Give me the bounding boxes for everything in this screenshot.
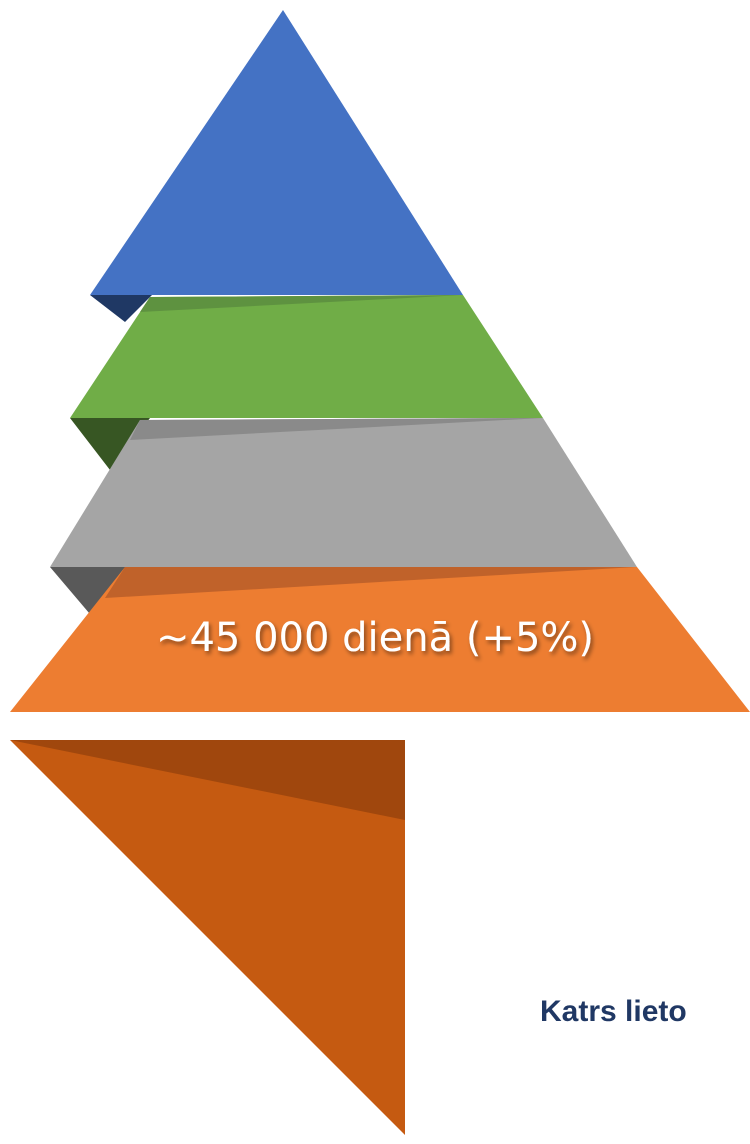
green-band: [70, 295, 543, 418]
gray-band: [50, 418, 637, 567]
pyramid-diagram: ~45 000 dienā (+5%) Katrs lieto: [0, 0, 750, 1144]
blue-top: [90, 10, 463, 295]
caption: Katrs lieto: [540, 995, 687, 1028]
page: ~45 000 dienā (+5%) Katrs lieto (() => {…: [0, 0, 750, 1144]
band-label: ~45 000 dienā (+5%): [156, 615, 594, 661]
